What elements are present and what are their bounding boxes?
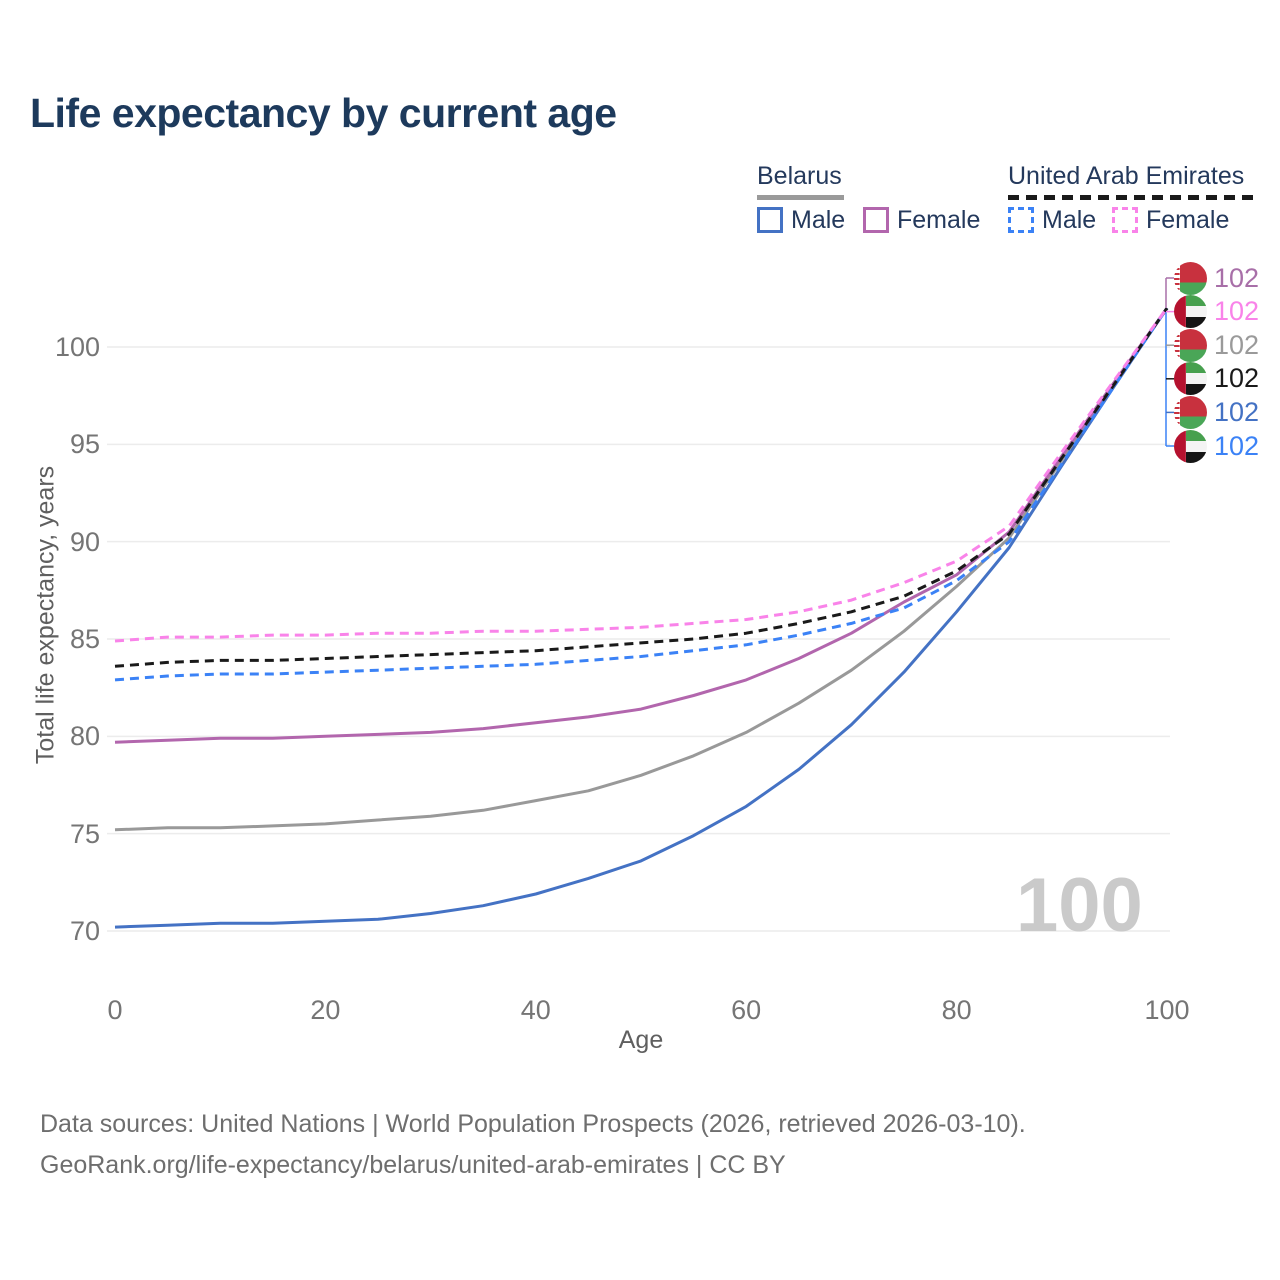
x-axis-title: Age	[618, 1026, 664, 1054]
end-label-row: 102	[1174, 295, 1259, 329]
x-tick-40: 40	[520, 995, 551, 1025]
belarus-flag-icon	[1174, 328, 1207, 362]
legend-uae-line-sample	[1008, 195, 1256, 200]
y-tick-70: 70	[69, 916, 100, 946]
y-tick-80: 80	[69, 721, 100, 752]
series-line-belarus-both	[114, 307, 1169, 832]
end-label-row: 102	[1174, 429, 1259, 463]
y-tick-90: 90	[69, 526, 100, 557]
y-axis-title: Total life expectancy, years	[31, 465, 60, 765]
end-value-label: 102	[1214, 329, 1260, 360]
end-value-label: 102	[1214, 363, 1260, 394]
x-tick-20: 20	[310, 995, 341, 1025]
end-value-label: 102	[1214, 262, 1260, 293]
end-label-row: 102	[1174, 362, 1259, 396]
end-value-label: 102	[1214, 430, 1260, 461]
legend-item-uae-female[interactable]: Female	[1112, 204, 1229, 236]
legend-swatch-belarus-female	[863, 207, 889, 233]
series-line-uae-both	[114, 307, 1169, 668]
uae-flag-icon	[1174, 295, 1207, 329]
legend-item-belarus-male[interactable]: Male	[757, 204, 845, 236]
x-tick-80: 80	[941, 995, 972, 1025]
footer-line-2: GeoRank.org/life-expectancy/belarus/unit…	[40, 1150, 786, 1179]
legend-group-belarus-label: Belarus	[757, 162, 842, 190]
legend-swatch-uae-male	[1008, 207, 1034, 233]
series-line-uae-female	[114, 307, 1169, 643]
belarus-flag-icon	[1174, 261, 1207, 295]
end-value-label: 102	[1214, 296, 1260, 327]
legend-group-uae[interactable]: United Arab Emirates	[1008, 162, 1256, 200]
y-tick-95: 95	[69, 429, 100, 460]
y-tick-100: 100	[54, 332, 100, 362]
legend-item-label: Male	[791, 205, 846, 234]
legend-item-label: Female	[1146, 205, 1230, 234]
x-tick-0: 0	[107, 995, 123, 1025]
end-label-row: 102	[1174, 395, 1259, 429]
belarus-flag-icon	[1174, 395, 1207, 429]
legend-group-uae-label: United Arab Emirates	[1008, 162, 1245, 190]
legend-swatch-belarus-male	[757, 207, 783, 233]
watermark-100: 100	[1016, 863, 1143, 948]
y-tick-75: 75	[69, 818, 100, 849]
y-tick-85: 85	[69, 624, 100, 654]
legend-item-label: Female	[897, 205, 981, 234]
uae-flag-icon	[1174, 362, 1207, 396]
end-label-row: 102	[1174, 328, 1259, 362]
legend-item-uae-male[interactable]: Male	[1008, 204, 1096, 236]
page-title: Life expectancy by current age	[30, 90, 617, 136]
legend-group-belarus[interactable]: Belarus	[757, 162, 844, 200]
legend-swatch-uae-female	[1112, 207, 1138, 233]
legend-belarus-line-sample	[757, 195, 844, 200]
end-label-row: 102	[1174, 261, 1259, 295]
series-line-belarus-male	[114, 307, 1169, 929]
footer-line-1: Data sources: United Nations | World Pop…	[40, 1110, 1026, 1138]
uae-flag-icon	[1174, 429, 1207, 463]
legend-item-label: Male	[1042, 205, 1097, 234]
end-value-label: 102	[1214, 396, 1260, 427]
x-tick-60: 60	[731, 995, 762, 1025]
data-source-note: Data sources: United Nations | World Pop…	[40, 1104, 1026, 1185]
series-line-uae-male	[114, 307, 1169, 682]
legend-item-belarus-female[interactable]: Female	[863, 204, 980, 236]
series-line-belarus-female	[114, 307, 1169, 744]
x-tick-100: 100	[1144, 995, 1190, 1025]
